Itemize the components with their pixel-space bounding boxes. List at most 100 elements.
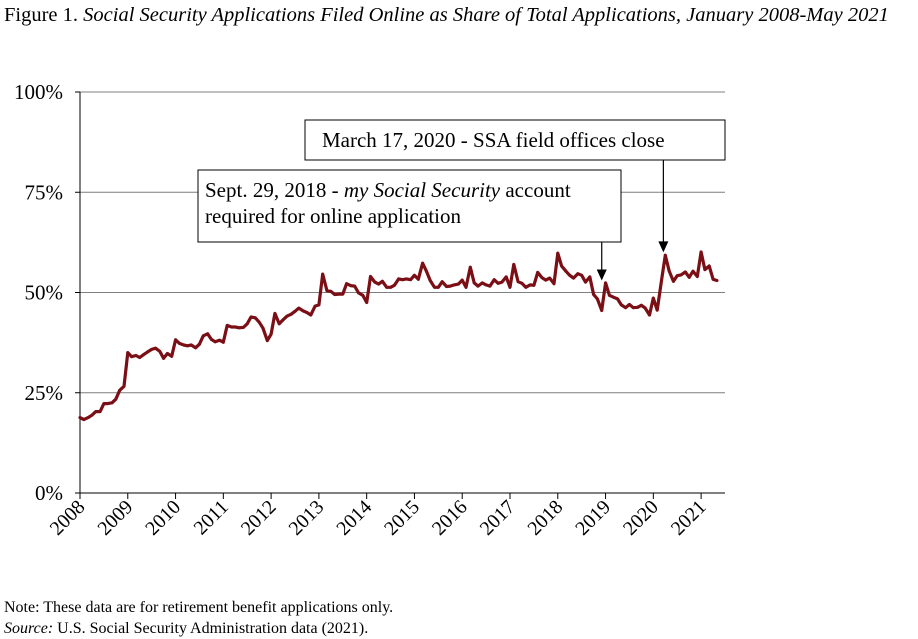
data-point-0-106 (500, 280, 504, 284)
data-point-0-133 (608, 293, 611, 297)
x-tick-label-2: 2010 (141, 496, 185, 540)
data-point-0-79 (393, 283, 396, 287)
x-tick-label-10: 2018 (523, 496, 567, 540)
data-point-0-149 (672, 279, 675, 283)
x-tick-label-9: 2017 (476, 496, 520, 540)
figure-source: Source: U.S. Social Security Administrat… (4, 618, 368, 639)
annotation-arrowhead-march-2020 (658, 241, 669, 253)
data-point-0-19 (154, 346, 157, 350)
data-point-0-108 (508, 285, 512, 289)
data-point-0-63 (329, 289, 333, 293)
data-point-0-68 (349, 284, 353, 288)
data-point-0-0 (78, 416, 82, 419)
data-point-0-121 (560, 264, 563, 268)
y-tick-label-1: 25% (25, 381, 64, 405)
data-point-0-53 (289, 312, 293, 316)
y-tick-label-0: 0% (35, 481, 63, 505)
data-point-0-147 (663, 253, 667, 257)
data-point-0-24 (174, 338, 178, 342)
annotation-segment-sept-2018-0-2: account (500, 178, 571, 202)
data-point-0-81 (401, 278, 404, 282)
data-point-0-36 (221, 340, 225, 344)
figure-note: Note: These data are for retirement bene… (4, 599, 394, 616)
data-point-0-156 (699, 250, 703, 254)
data-point-0-91 (440, 280, 444, 284)
data-point-0-103 (488, 284, 492, 288)
data-point-0-153 (687, 275, 691, 279)
data-point-0-99 (472, 281, 476, 285)
data-point-0-146 (660, 279, 663, 282)
data-point-0-115 (536, 271, 540, 274)
data-point-0-18 (150, 348, 154, 351)
annotation-segment-sept-2018-0-1: my Social Security (344, 178, 501, 202)
data-point-0-137 (624, 306, 627, 310)
data-point-0-29 (194, 346, 198, 350)
data-point-0-55 (297, 306, 301, 310)
data-point-0-132 (604, 281, 607, 285)
data-point-0-46 (261, 326, 265, 330)
data-point-0-141 (640, 303, 643, 307)
data-point-0-27 (186, 344, 189, 348)
data-point-0-154 (691, 269, 695, 273)
data-point-0-50 (277, 322, 281, 326)
data-point-0-123 (568, 273, 572, 277)
data-point-0-80 (397, 277, 401, 281)
data-point-0-14 (134, 354, 138, 357)
data-point-0-135 (616, 297, 619, 301)
data-point-0-28 (189, 343, 193, 347)
annotation-text-sept-2018-line-0: Sept. 29, 2018 - my Social Security acco… (205, 178, 571, 202)
data-point-0-96 (460, 278, 464, 282)
data-point-0-65 (337, 292, 341, 296)
x-tick-label-11: 2019 (571, 496, 615, 540)
data-point-0-107 (504, 275, 508, 279)
data-point-0-111 (520, 281, 524, 285)
data-point-0-59 (313, 304, 317, 308)
data-point-0-20 (158, 350, 162, 353)
x-tick-label-13: 2021 (667, 496, 711, 540)
data-point-0-113 (528, 283, 532, 287)
data-point-0-54 (293, 309, 297, 313)
figure-title-text: Social Security Applications Filed Onlin… (83, 4, 889, 26)
x-tick-label-3: 2011 (190, 496, 233, 539)
data-point-0-33 (210, 338, 213, 341)
data-point-0-38 (230, 325, 233, 329)
data-point-0-116 (540, 276, 544, 280)
data-point-0-155 (695, 275, 699, 278)
data-point-0-142 (643, 306, 647, 310)
data-point-0-139 (631, 306, 635, 310)
data-point-0-92 (445, 285, 448, 288)
data-point-0-22 (166, 352, 169, 355)
data-point-0-83 (409, 278, 412, 282)
data-point-0-47 (265, 339, 269, 342)
data-point-0-39 (233, 325, 237, 329)
data-point-0-104 (492, 278, 496, 282)
annotation-segment-march-2020-0-0: March 17, 2020 - SSA field offices close (322, 128, 665, 152)
source-text: U.S. Social Security Administration data… (57, 620, 369, 637)
data-point-0-45 (257, 320, 261, 324)
data-point-0-66 (341, 292, 345, 296)
data-point-0-136 (619, 303, 623, 307)
data-point-0-44 (253, 316, 257, 320)
annotation-segment-sept-2018-1-0: required for online application (205, 204, 461, 228)
data-point-0-49 (273, 312, 277, 315)
data-point-0-23 (170, 354, 174, 358)
y-tick-label-2: 50% (25, 281, 64, 305)
data-point-0-140 (636, 305, 639, 309)
data-point-0-131 (600, 309, 604, 312)
data-point-0-93 (448, 284, 452, 288)
y-tick-label-3: 75% (25, 180, 64, 204)
data-point-0-40 (237, 326, 241, 330)
x-tick-label-4: 2012 (237, 496, 281, 540)
data-point-0-71 (361, 293, 365, 297)
data-point-0-112 (524, 285, 528, 289)
data-point-0-31 (201, 334, 205, 338)
data-point-0-2 (86, 416, 90, 419)
data-point-0-110 (516, 280, 520, 284)
annotation-box-sept-2018 (197, 169, 622, 243)
x-tick-label-12: 2020 (619, 496, 663, 540)
annotation-arrowhead-sept-2018 (596, 269, 607, 281)
data-point-0-17 (146, 350, 150, 354)
data-point-0-69 (353, 284, 357, 288)
data-point-0-85 (416, 277, 420, 281)
